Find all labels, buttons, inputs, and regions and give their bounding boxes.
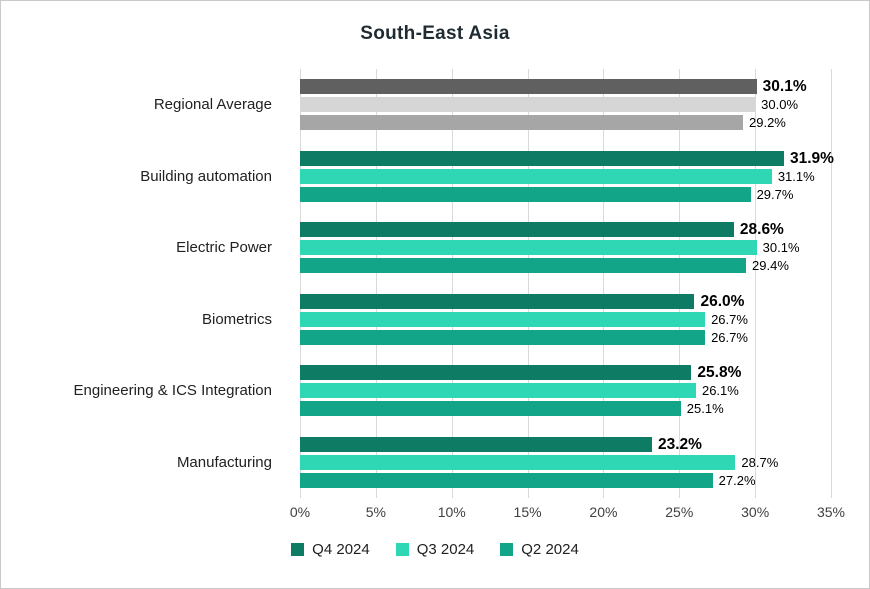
bar-value-label: 30.0% — [761, 97, 799, 113]
bar — [300, 115, 743, 131]
bar-row: 29.4% — [300, 258, 831, 274]
bar-row: 30.1% — [300, 240, 831, 256]
bar-group: 26.0% 26.7% 26.7% — [300, 284, 831, 356]
legend-item: Q3 2024 — [395, 541, 475, 558]
bar-row: 28.7% — [300, 454, 831, 470]
bar-value-label: 29.2% — [749, 115, 786, 131]
bar-value-label: 30.1% — [762, 240, 800, 256]
bar — [300, 222, 734, 238]
bar-value-label: 26.0% — [700, 292, 745, 310]
legend-swatch — [395, 543, 409, 556]
bar-value-label: 25.8% — [697, 364, 742, 381]
bar-group: 23.2% 28.7% 27.2% — [300, 427, 831, 499]
bar-row: 26.7% — [300, 329, 831, 345]
bar-row: 26.7% — [300, 311, 831, 327]
bar-group: 25.8% 26.1% 25.1% — [300, 355, 831, 427]
bar — [300, 365, 692, 381]
legend-item: Q2 2024 — [500, 541, 579, 558]
legend-label: Q3 2024 — [416, 541, 475, 558]
bar-value-label: 30.1% — [762, 78, 807, 95]
category-label: Manufacturing — [176, 453, 272, 471]
legend-label: Q2 2024 — [521, 541, 579, 558]
category-label: Biometrics — [201, 310, 272, 328]
bar-row: 30.1% — [300, 78, 831, 95]
x-tick-label: 25% — [665, 504, 694, 520]
bar — [300, 168, 772, 184]
x-tick-label: 0% — [289, 504, 311, 520]
x-tick-label: 5% — [365, 504, 386, 520]
legend-item: Q4 2024 — [291, 541, 370, 558]
bar — [300, 383, 696, 399]
bar — [300, 186, 751, 202]
bar — [300, 150, 784, 166]
x-tick-label: 15% — [513, 504, 542, 520]
bar — [300, 79, 757, 95]
bar-value-label: 31.1% — [777, 168, 815, 184]
bar-row: 23.2% — [300, 435, 831, 453]
chart-title: South-East Asia — [360, 23, 510, 44]
gridline — [527, 69, 529, 498]
legend-swatch — [500, 543, 514, 556]
bar-row: 25.1% — [300, 401, 831, 417]
bar-row: 28.6% — [300, 221, 831, 238]
bar-groups: 30.1% 30.0% 29.2% 31.9% 31.1% 29.7% 28.6% 30.1%… — [300, 69, 834, 499]
gridline — [831, 69, 832, 498]
x-tick-label: 10% — [437, 504, 466, 520]
bar-group: 28.6% 30.1% 29.4% — [300, 212, 831, 284]
bar — [300, 240, 757, 256]
x-tick-label: 20% — [589, 504, 618, 520]
bar-value-label: 23.2% — [657, 435, 702, 453]
category-label: Regional Average — [153, 96, 272, 114]
bar — [300, 311, 706, 327]
bar — [300, 436, 652, 452]
bar-value-label: 28.6% — [739, 221, 784, 238]
bar-row: 27.2% — [300, 472, 831, 488]
bar-value-label: 27.2% — [718, 472, 756, 488]
legend-swatch — [291, 543, 305, 556]
gridline — [679, 69, 681, 498]
bar-row: 25.8% — [300, 364, 831, 381]
bar-row: 29.2% — [300, 115, 831, 131]
x-tick-label: 30% — [741, 504, 770, 520]
bar-value-label: 31.9% — [789, 149, 834, 167]
x-axis: 0% 5% 10% 15% 20% 25% 30% 35% — [290, 504, 845, 524]
category-label: Engineering & ICS Integration — [73, 382, 272, 400]
gridline — [755, 69, 757, 498]
bar-row: 31.1% — [300, 168, 831, 184]
bar-row: 26.0% — [300, 292, 831, 310]
legend: Q4 2024 Q3 2024 Q2 2024 — [1, 541, 869, 558]
bar-value-label: 28.7% — [741, 454, 779, 470]
bar-row: 26.1% — [300, 383, 831, 399]
category-label: Building automation — [140, 167, 272, 185]
bar — [300, 454, 736, 470]
bar-row: 30.0% — [300, 97, 831, 113]
gridline — [300, 69, 301, 498]
bar-value-label: 25.1% — [686, 401, 724, 417]
category-label: Electric Power — [176, 239, 272, 257]
bar-group: 31.9% 31.1% 29.7% — [300, 141, 834, 213]
legend-label: Q4 2024 — [312, 541, 370, 558]
bar — [300, 258, 747, 274]
bar — [300, 293, 695, 309]
plot-area: 30.1% 30.0% 29.2% 31.9% 31.1% 29.7% 28.6% 30.1%… — [300, 69, 834, 499]
bar-value-label: 26.7% — [711, 329, 748, 345]
bar — [300, 329, 706, 345]
bar — [300, 472, 713, 488]
gridline — [603, 69, 605, 498]
bar-value-label: 29.7% — [756, 186, 794, 202]
gridline — [451, 69, 453, 498]
bar — [300, 401, 681, 417]
bar-row: 29.7% — [300, 186, 831, 202]
bar-value-label: 26.7% — [711, 311, 748, 327]
bar-value-label: 26.1% — [701, 383, 739, 399]
category-axis: Regional Average Building automation Elect… — [1, 69, 286, 498]
x-tick-label: 35% — [816, 504, 846, 520]
bar — [300, 97, 756, 113]
bar-value-label: 29.4% — [752, 258, 789, 274]
bar-group: 30.1% 30.0% 29.2% — [300, 69, 831, 141]
bar-row: 31.9% — [300, 149, 834, 167]
gridline — [375, 69, 377, 498]
